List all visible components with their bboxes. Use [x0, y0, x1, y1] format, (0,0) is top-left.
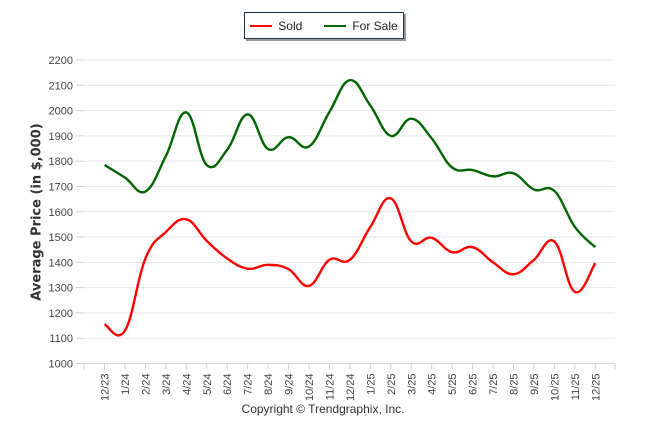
x-tick-label: 11/25 [570, 374, 582, 401]
legend-item-for-sale: For Sale [324, 18, 398, 33]
x-tick-label: 12/25 [590, 374, 602, 402]
x-tick-label: 10/25 [549, 374, 561, 402]
x-tick-label: 2/24 [140, 374, 152, 395]
y-tick-label: 1600 [49, 207, 73, 219]
series-line-sold [103, 197, 597, 337]
x-tick-label: 3/24 [161, 374, 173, 395]
y-tick-label: 1900 [49, 131, 73, 143]
x-axis: 12/23 1/24 2/24 3/24 4/24 5/24 6/24 7/24 8/24 9/2… [83, 363, 616, 402]
gridlines [84, 59, 615, 364]
y-tick-label: 1700 [49, 181, 73, 193]
x-tick-label: 7/25 [488, 374, 500, 395]
x-tick-label: 1/24 [120, 374, 132, 395]
x-tick-label: 10/24 [304, 374, 316, 402]
x-tick-label: 6/25 [468, 374, 480, 395]
legend: Sold For Sale [244, 12, 404, 39]
y-tick-label: 1300 [49, 283, 73, 295]
y-tick-label: 2200 [49, 55, 73, 67]
legend-swatch-for-sale [324, 24, 347, 27]
x-tick-label: 5/25 [447, 374, 459, 395]
series-lines [103, 79, 597, 337]
series-line-for-sale [103, 79, 597, 249]
copyright-text: Copyright © Trendgraphix, Inc. [241, 402, 405, 416]
legend-label-sold: Sold [278, 18, 303, 33]
legend-label-for-sale: For Sale [352, 18, 398, 33]
x-tick-label: 2/25 [386, 374, 398, 395]
x-tick-label: 4/24 [181, 374, 193, 395]
x-tick-label: 3/25 [406, 374, 418, 395]
x-tick-label: 7/24 [243, 374, 255, 395]
y-tick-label: 1800 [49, 156, 73, 168]
x-tick-label: 12/23 [100, 374, 112, 402]
y-tick-label: 1100 [49, 333, 73, 345]
x-tick-label: 12/24 [345, 374, 357, 402]
y-tick-label: 1200 [49, 308, 73, 320]
x-tick-label: 5/24 [202, 374, 214, 395]
y-axis-ticks: 1000 1100 1200 1300 1400 1500 1600 1700 1800 1900… [49, 55, 84, 371]
legend-item-sold: Sold [250, 19, 302, 33]
y-tick-label: 1500 [49, 232, 73, 244]
x-tick-label: 11/24 [324, 374, 336, 401]
x-tick-label: 9/24 [284, 374, 296, 395]
x-tick-label: 8/24 [263, 374, 275, 395]
x-tick-label: 6/24 [222, 374, 234, 395]
x-tick-label: 8/25 [509, 374, 521, 395]
y-tick-label: 1400 [49, 257, 73, 269]
x-tick-label: 9/25 [529, 374, 541, 395]
y-axis-title: Average Price (in $,000) [29, 123, 45, 301]
x-tick-label: 1/25 [365, 374, 377, 395]
y-tick-label: 1000 [49, 359, 73, 371]
legend-swatch-sold [250, 24, 273, 27]
x-tick-label: 4/25 [427, 374, 439, 395]
y-tick-label: 2100 [49, 80, 73, 92]
y-tick-label: 2000 [49, 106, 73, 118]
